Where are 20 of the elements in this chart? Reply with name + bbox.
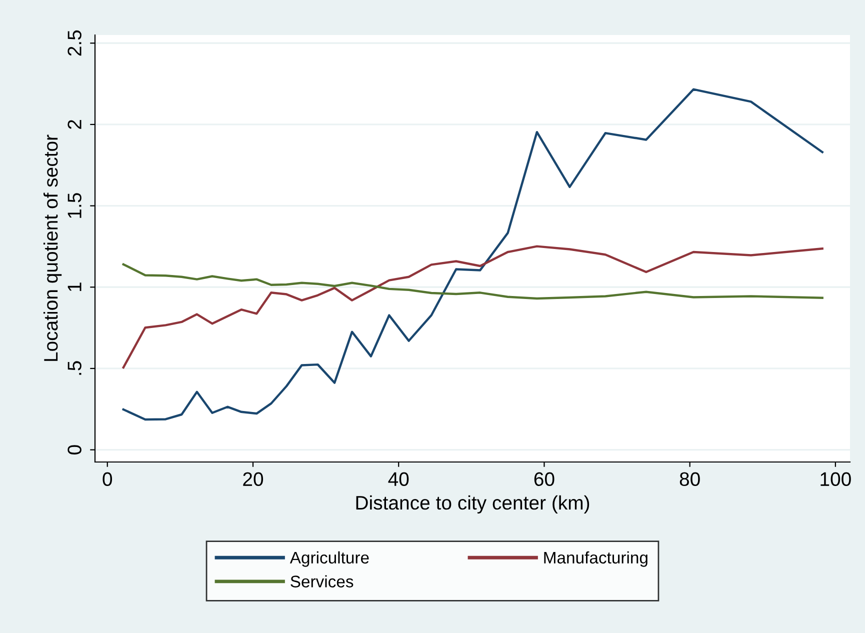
y-tick-label: .5 [68, 361, 82, 375]
x-tick-label: 20 [243, 472, 264, 486]
y-tick-label: 2 [68, 120, 82, 129]
y-tick-label: 2.5 [68, 30, 82, 56]
line-series [122, 88, 824, 421]
legend-label: Services [290, 575, 354, 588]
line-series [122, 245, 824, 369]
x-tick-label: 80 [680, 472, 700, 486]
x-axis-title: Distance to city center (km) [356, 495, 590, 514]
x-tick-label: 40 [388, 472, 409, 486]
legend-label: Manufacturing [544, 551, 648, 567]
line-series [122, 263, 824, 300]
y-tick-label: 1.5 [68, 193, 82, 218]
y-axis-title: Location quotient of sector [43, 134, 62, 361]
x-tick-label: 100 [820, 472, 851, 486]
x-tick-label: 60 [534, 472, 554, 486]
legend-label: Agriculture [290, 551, 369, 567]
y-tick-label: 0 [68, 445, 82, 454]
y-tick-label: 1 [68, 282, 82, 292]
x-tick-label: 0 [102, 472, 112, 486]
